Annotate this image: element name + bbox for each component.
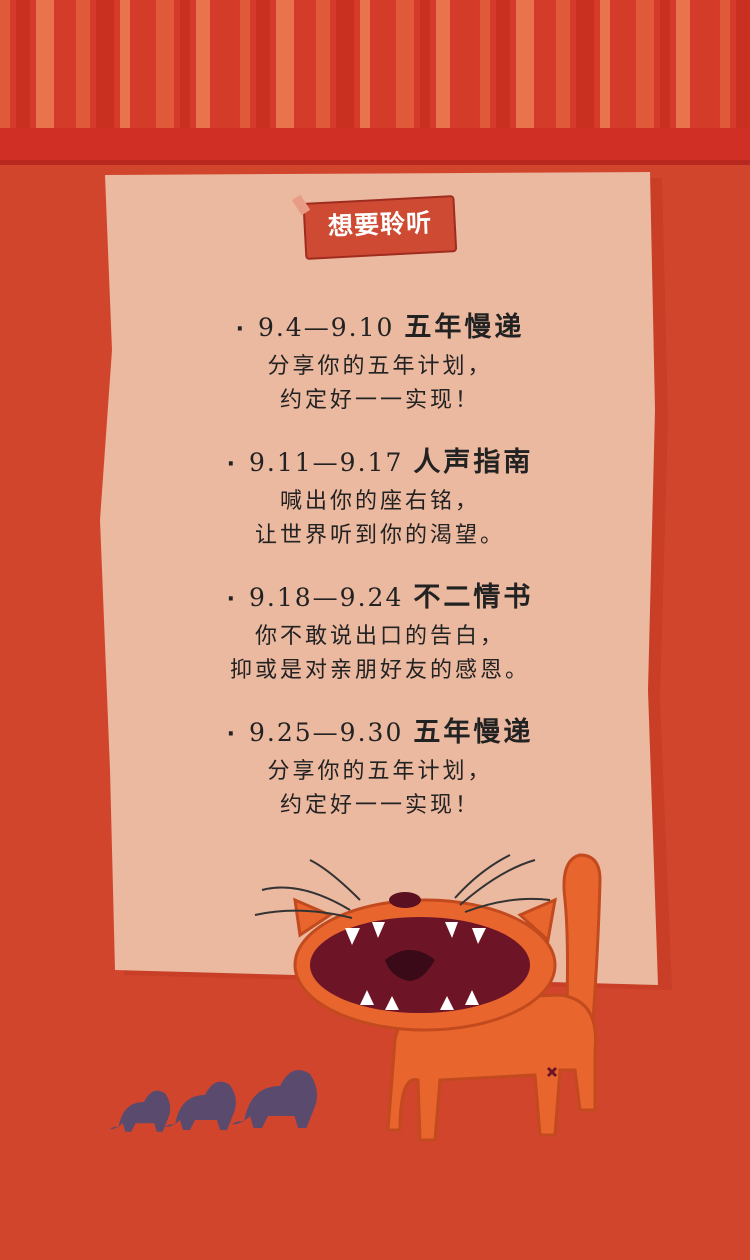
description-line: 约定好一一实现！: [279, 388, 480, 413]
item-heading: · 9.4—9.10 五年慢递: [150, 305, 610, 344]
list-item: · 9.25—9.30 五年慢递 分享你的五年计划， 约定好一一实现！: [150, 710, 610, 823]
list-item: · 9.4—9.10 五年慢递 分享你的五年计划， 约定好一一实现！: [150, 305, 610, 418]
list-item: · 9.18—9.24 不二情书 你不敢说出口的告白， 抑或是对亲朋好友的感恩。: [150, 575, 610, 688]
item-heading: · 9.18—9.24 不二情书: [150, 575, 610, 614]
bullet: ·: [226, 587, 236, 612]
topic: 不二情书: [413, 582, 534, 613]
date-range: 9.25—9.30: [249, 718, 404, 747]
date-range: 9.11—9.17: [249, 448, 404, 477]
bullet: ·: [226, 452, 236, 477]
description: 喊出你的座右铭， 让世界听到你的渴望。: [150, 485, 610, 553]
topic: 五年慢递: [413, 717, 534, 748]
bullet: ·: [235, 317, 244, 342]
lion-silhouette-icon: [110, 1070, 318, 1132]
date-range: 9.18—9.24: [249, 583, 404, 612]
description-line: 喊出你的座右铭，: [279, 489, 480, 514]
topic: 人声指南: [413, 447, 534, 478]
description: 分享你的五年计划， 约定好一一实现！: [150, 755, 610, 823]
screaming-cat-illustration: [254, 853, 602, 1142]
description-line: 分享你的五年计划，: [267, 759, 493, 784]
description-line: 分享你的五年计划，: [267, 354, 493, 379]
description-line: 抑或是对亲朋好友的感恩。: [229, 658, 530, 683]
page-title: 想要聆听: [327, 208, 433, 241]
schedule-list: · 9.4—9.10 五年慢递 分享你的五年计划， 约定好一一实现！ · 9.1…: [150, 305, 610, 845]
description: 你不敢说出口的告白， 抑或是对亲朋好友的感恩。: [150, 620, 610, 688]
bullet: ·: [226, 722, 236, 747]
tape-label-icon: [291, 194, 458, 260]
list-item: · 9.11—9.17 人声指南 喊出你的座右铭， 让世界听到你的渴望。: [150, 440, 610, 553]
topic: 五年慢递: [404, 312, 525, 343]
description-line: 你不敢说出口的告白，: [254, 624, 505, 649]
description-line: 约定好一一实现！: [279, 793, 480, 818]
description-line: 让世界听到你的渴望。: [254, 523, 505, 548]
description: 分享你的五年计划， 约定好一一实现！: [150, 350, 610, 418]
stripe-banner: [0, 0, 750, 165]
date-range: 9.4—9.10: [257, 313, 395, 342]
item-heading: · 9.25—9.30 五年慢递: [150, 710, 610, 749]
paper-sheet: [100, 172, 658, 985]
item-heading: · 9.11—9.17 人声指南: [150, 440, 610, 479]
